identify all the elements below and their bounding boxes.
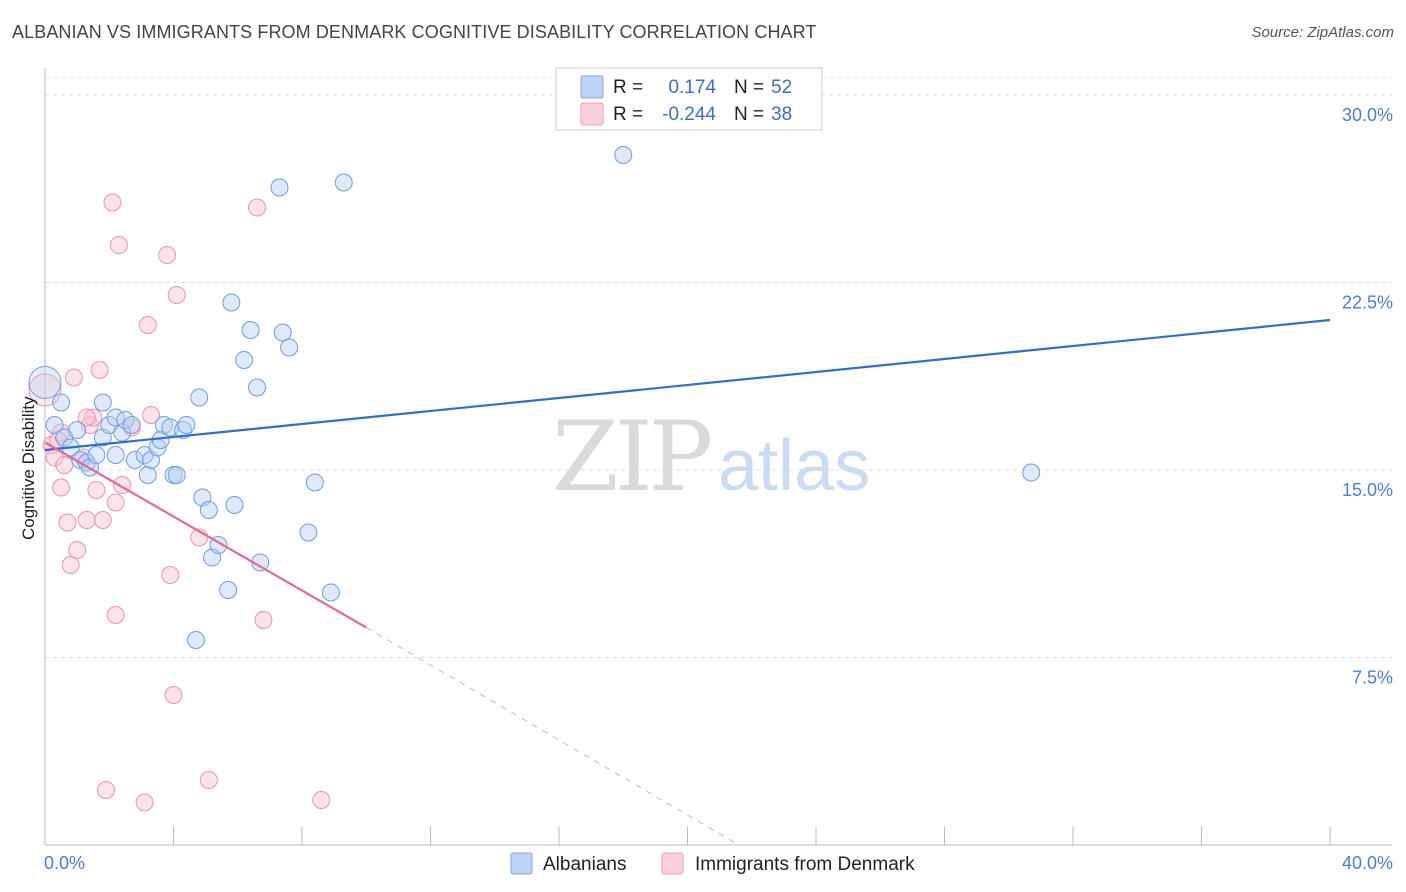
albanians-point-29 [177,416,196,434]
albanians-point-13 [106,446,125,464]
chart-source: Source: ZipAtlas.com [1251,24,1394,41]
albanians-point-36 [219,581,238,599]
y-tick-labels: 7.5% 15.0% 22.5% 30.0% [1342,105,1393,688]
albanians-point-47 [305,473,324,492]
legend-r-label-2: R = [613,104,643,125]
series-legend: Albanians Immigrants from Denmark [510,852,915,875]
legend-r-value-2: -0.244 [662,104,716,125]
y-tick-label-1: 15.0% [1342,480,1393,500]
denmark-point-14 [90,361,109,379]
denmark-point-12 [84,408,103,427]
legend-swatch-albanians-bottom [510,852,533,875]
denmark-point-29 [167,286,186,304]
y-tick-label-2: 22.5% [1342,293,1393,313]
albanians-point-1 [45,416,64,434]
denmark-point-23 [135,793,154,812]
chart-title: ALBANIAN VS IMMIGRANTS FROM DENMARK COGN… [12,22,817,42]
albanians-point-44 [273,323,292,342]
x-tick-label-0: 0.0% [44,853,85,873]
albanians-point-2 [52,393,71,412]
albanians-point-46 [299,523,318,542]
denmark-point-25 [142,406,161,424]
trend-line-denmark [44,441,367,629]
watermark-zip: ZIP [552,401,711,513]
denmark-point-17 [103,193,122,212]
legend-n-value-2: 38 [771,104,792,125]
denmark-point-34 [312,791,331,809]
albanians-point-45 [280,338,299,357]
albanians-point-0 [28,366,62,399]
albanians-point-20 [138,466,157,484]
denmark-point-27 [161,566,180,584]
legend-r-label-1: R = [613,77,643,98]
x-tick-label-1: 40.0% [1342,853,1393,873]
albanians-point-50 [614,146,633,164]
legend-swatch-denmark-bottom [661,852,684,875]
legend-label-denmark: Immigrants from Denmark [695,854,915,875]
albanians-point-30 [186,631,205,649]
denmark-point-7 [64,368,83,387]
denmark-point-20 [109,236,128,254]
albanians-point-37 [222,293,241,312]
denmark-point-35 [77,408,96,427]
legend-swatch-denmark [580,102,604,126]
albanians-point-17 [122,416,141,434]
albanians-point-31 [190,388,209,407]
watermark-atlas: atlas [718,426,870,506]
albanians-point-43 [270,178,289,197]
denmark-point-26 [158,246,177,264]
albanians-point-11 [93,393,112,412]
denmark-point-32 [248,198,267,217]
denmark-point-10 [77,511,96,529]
y-tick-label-0: 7.5% [1352,668,1393,688]
albanians-point-9 [87,446,106,464]
albanians-point-41 [248,378,267,397]
legend-label-albanians: Albanians [543,854,626,875]
legend-n-label-1: N = [734,77,764,98]
stats-legend: R = 0.174 N = 52 R = -0.244 N = 38 [555,67,823,131]
denmark-point-15 [93,511,112,529]
denmark-point-18 [106,493,125,512]
denmark-point-37 [55,456,74,474]
denmark-point-33 [254,611,273,629]
trend-line-albanians [44,318,1331,452]
albanians-point-18 [125,451,144,469]
albanians-point-48 [321,583,340,602]
legend-r-value-1: 0.174 [668,77,716,98]
albanians-point-39 [235,351,254,369]
y-tick-label-3: 30.0% [1342,105,1393,125]
albanians-point-27 [167,466,186,484]
albanians-point-51 [1022,463,1041,482]
series-albanians [28,146,1041,649]
legend-n-value-1: 52 [771,77,792,98]
watermark: ZIP atlas [552,401,870,513]
y-axis-title: Cognitive Disability [19,396,38,540]
trend-line-denmark-extension [365,627,740,846]
series-immigrants-from-denmark [28,193,331,812]
denmark-point-4 [52,478,71,497]
denmark-point-31 [199,771,218,789]
albanians-point-28 [174,421,193,439]
trend-lines [44,318,1331,846]
x-tick-labels: 0.0% 40.0% [44,853,1393,873]
denmark-point-24 [138,316,157,334]
albanians-point-38 [225,496,244,514]
denmark-point-16 [97,781,116,799]
legend-swatch-albanians [580,75,604,99]
albanians-point-49 [334,173,353,192]
legend-n-label-2: N = [734,104,764,125]
denmark-point-0 [28,373,62,407]
denmark-point-5 [58,513,77,532]
denmark-point-28 [164,686,183,704]
denmark-point-19 [106,606,125,624]
denmark-point-13 [87,481,106,499]
albanians-point-5 [68,421,87,439]
denmark-point-6 [61,556,80,574]
denmark-point-8 [68,541,87,559]
albanians-point-33 [199,501,218,519]
axes [44,68,1392,846]
albanians-point-40 [241,321,260,339]
